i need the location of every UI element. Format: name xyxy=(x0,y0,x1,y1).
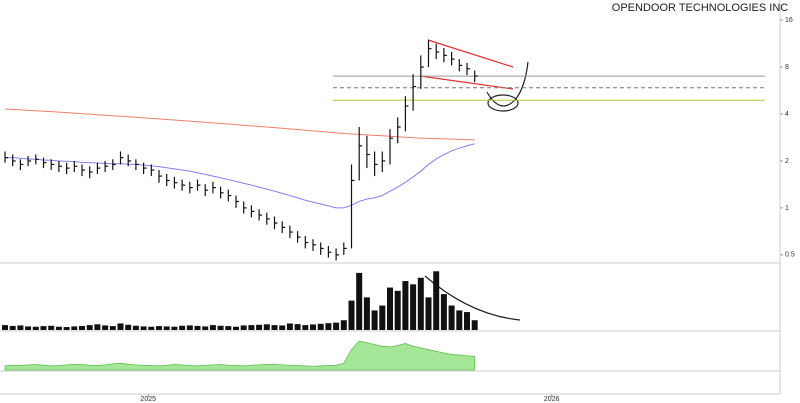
volume-bar xyxy=(286,323,293,330)
x-tick-label: 2025 xyxy=(140,396,156,403)
volume-bar xyxy=(71,326,78,330)
volume-bar xyxy=(17,325,24,330)
volume-bar xyxy=(371,310,378,330)
volume-bar xyxy=(94,324,101,330)
volume-bar xyxy=(302,325,309,330)
volume-bar xyxy=(433,271,440,330)
pennant-line xyxy=(419,75,514,90)
pennant-line xyxy=(427,39,514,68)
volume-bar xyxy=(271,325,278,330)
volume-bar xyxy=(186,325,193,330)
volume-bar xyxy=(171,326,178,330)
volume-bar xyxy=(2,325,8,330)
cup-circle xyxy=(487,94,519,112)
volume-bar xyxy=(40,326,47,330)
volume-bar xyxy=(294,324,301,330)
volume-bar xyxy=(340,320,347,330)
volume-bar xyxy=(163,326,170,330)
y-tick-label: 1 xyxy=(785,205,789,212)
volume-bar xyxy=(402,281,409,330)
volume-bar xyxy=(117,323,124,330)
volume-bar xyxy=(448,305,455,330)
volume-bar xyxy=(132,325,139,330)
chart-title: OPENDOOR TECHNOLOGIES INC xyxy=(612,2,788,14)
y-tick-label: 8 xyxy=(785,64,789,71)
y-tick-label: 4 xyxy=(785,111,789,118)
volume-bar xyxy=(63,327,70,330)
x-tick-label: 2026 xyxy=(544,396,560,403)
volume-bar xyxy=(440,294,447,330)
volume-bar xyxy=(410,284,417,330)
volume-bar xyxy=(32,326,39,330)
volume-bar xyxy=(109,326,116,330)
volume-bar xyxy=(363,297,370,330)
y-tick-label: 0.5 xyxy=(785,252,795,259)
volume-bar xyxy=(310,324,316,330)
volume-bar xyxy=(256,324,263,330)
volume-bar xyxy=(179,325,186,330)
volume-bar xyxy=(394,290,401,330)
volume-bar xyxy=(317,323,324,330)
moving-average xyxy=(4,108,475,141)
volume-bar xyxy=(140,326,147,330)
volume-bar xyxy=(25,326,32,330)
volume-bar xyxy=(48,325,55,330)
moving-average xyxy=(5,143,475,209)
volume-bar xyxy=(156,326,162,330)
volume-bar xyxy=(464,312,470,330)
volume-bar xyxy=(279,325,286,330)
volume-bar xyxy=(102,325,109,330)
volume-bar xyxy=(148,326,155,330)
volume-bar xyxy=(456,310,463,330)
indicator-area xyxy=(4,340,476,371)
volume-bar xyxy=(240,325,247,330)
volume-bar xyxy=(233,326,239,330)
volume-bar xyxy=(263,324,270,330)
volume-bar xyxy=(471,320,478,330)
volume-bar xyxy=(9,325,16,330)
volume-bar xyxy=(325,323,332,330)
volume-bar xyxy=(55,326,62,330)
volume-bar xyxy=(125,324,132,330)
volume-bar xyxy=(379,305,386,330)
volume-bar xyxy=(86,325,93,330)
volume-bar xyxy=(194,325,201,330)
volume-bar xyxy=(333,322,340,330)
volume-bar xyxy=(202,326,209,330)
volume-bar xyxy=(225,326,232,330)
volume-bar xyxy=(417,277,424,330)
volume-bar xyxy=(425,297,432,330)
volume-bar xyxy=(356,272,363,330)
y-tick-label: 16 xyxy=(785,17,793,24)
volume-bar xyxy=(217,325,224,330)
volume-bar xyxy=(348,300,355,330)
volume-bar xyxy=(387,287,393,330)
volume-bar xyxy=(248,325,255,330)
volume-bar xyxy=(79,325,85,330)
volume-bar xyxy=(209,325,216,330)
panel-frames xyxy=(0,0,781,395)
y-tick-label: 2 xyxy=(785,158,789,165)
